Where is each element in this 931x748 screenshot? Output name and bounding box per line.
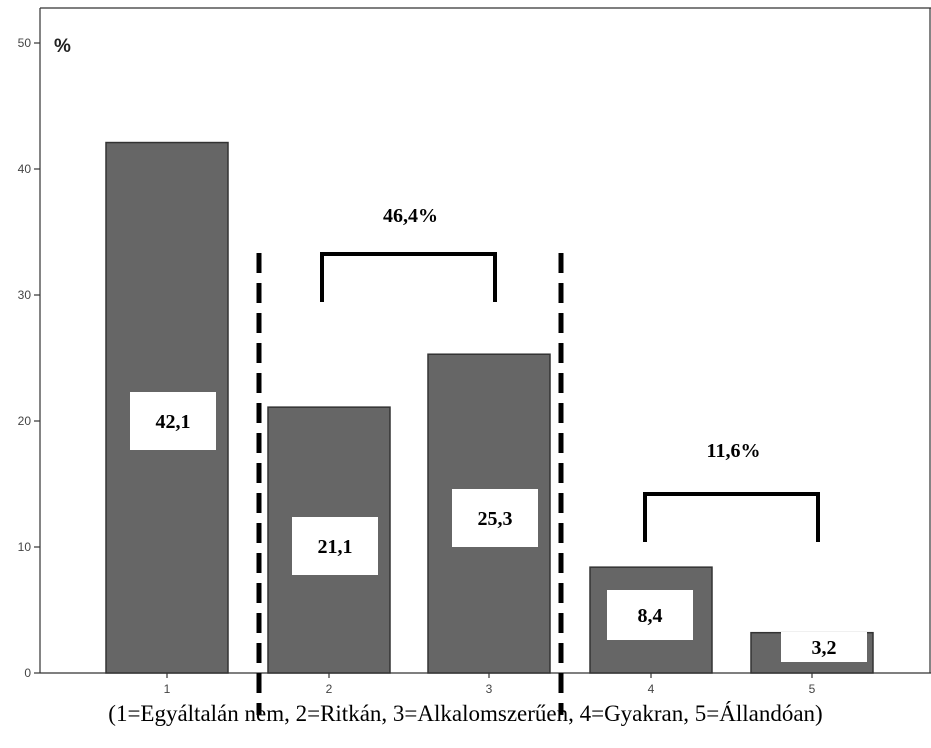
y-tick-label-40: 40 [18,162,32,176]
chart-caption: (1=Egyáltalán nem, 2=Ritkán, 3=Alkalomsz… [108,701,823,726]
data-label-1: 42,1 [156,411,191,433]
y-unit-label: % [54,36,71,57]
data-label-box-4 [607,590,693,640]
data-label-box-3 [452,489,538,547]
x-tick-label-3: 3 [486,682,493,696]
x-tick-label-2: 2 [326,682,333,696]
data-label-box-1 [130,392,216,450]
bars [105,141,874,674]
data-label-2: 21,1 [318,536,353,558]
y-tick-label-10: 10 [18,540,32,554]
y-tick-label-0: 0 [24,666,31,680]
data-label-5: 3,2 [812,637,837,659]
y-tick-label-30: 30 [18,288,32,302]
data-label-3: 25,3 [478,508,513,530]
y-tick-label-20: 20 [18,414,32,428]
x-tick-label-5: 5 [809,682,816,696]
data-label-box-2 [292,517,378,575]
annotation-4-5: 11,6% [707,440,761,462]
data-label-box-5 [781,632,867,662]
bracket-4-5 [643,492,820,542]
x-tick-label-1: 1 [164,682,171,696]
separators [256,253,564,715]
annotations: 46,4% 11,6% [320,205,820,542]
bracket-2-3 [320,252,497,302]
data-labels: 42,1 21,1 25,3 8,4 3,2 [130,392,867,662]
x-tick-label-4: 4 [648,682,655,696]
annotation-2-3: 46,4% [383,205,438,227]
y-tick-label-50: 50 [18,36,32,50]
data-label-4: 8,4 [638,605,663,627]
